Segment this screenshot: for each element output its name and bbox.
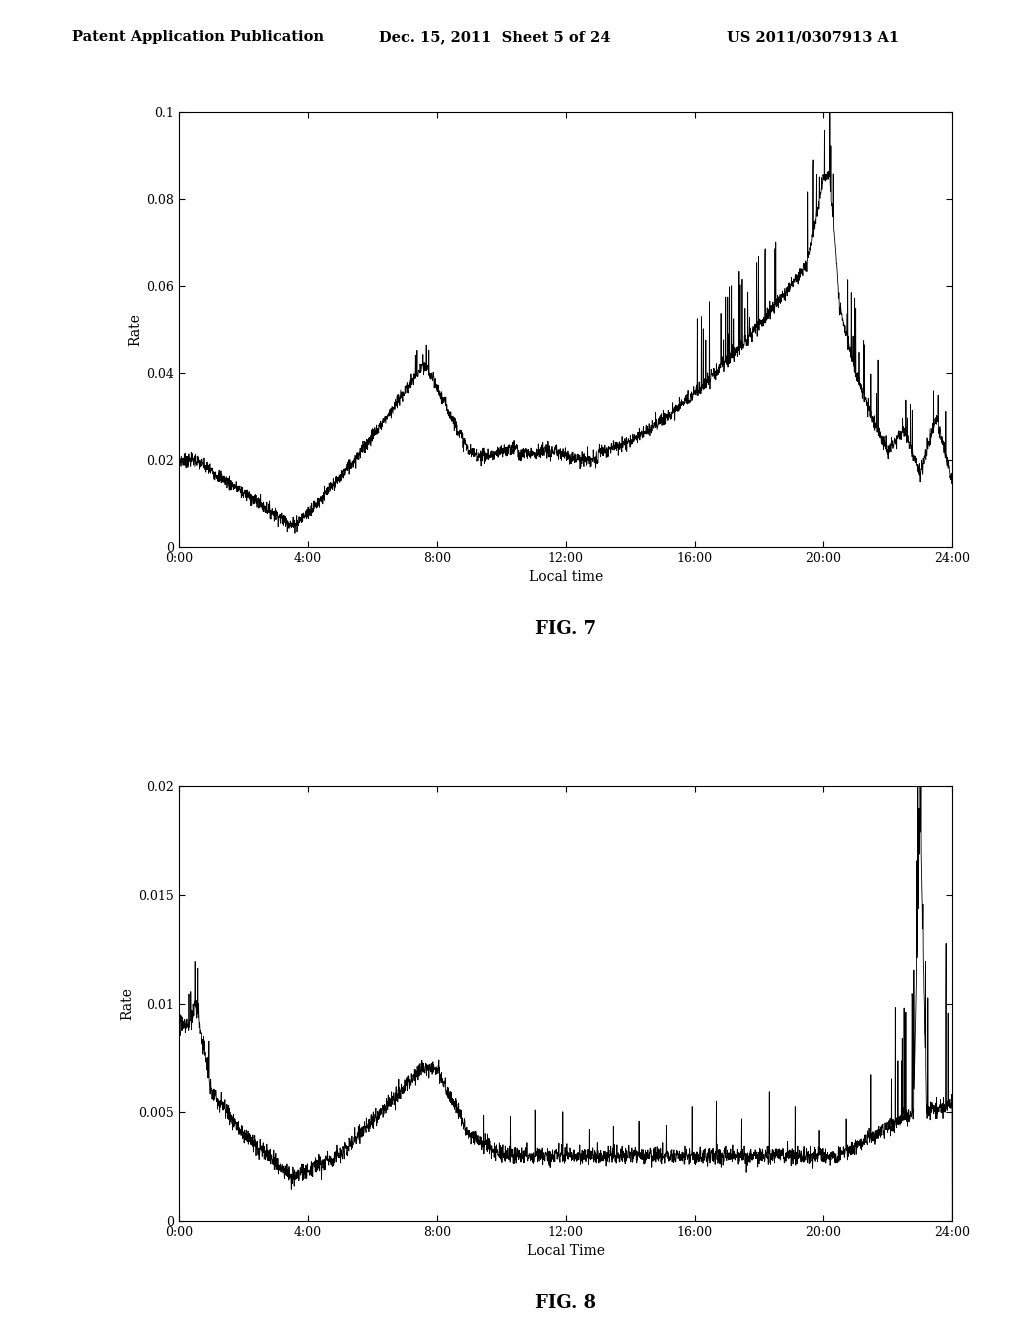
Y-axis label: Rate: Rate: [128, 313, 142, 346]
Text: Dec. 15, 2011  Sheet 5 of 24: Dec. 15, 2011 Sheet 5 of 24: [379, 30, 610, 45]
Text: FIG. 8: FIG. 8: [536, 1294, 596, 1312]
X-axis label: Local Time: Local Time: [526, 1245, 605, 1258]
Text: Patent Application Publication: Patent Application Publication: [72, 30, 324, 45]
Text: US 2011/0307913 A1: US 2011/0307913 A1: [727, 30, 899, 45]
Y-axis label: Rate: Rate: [121, 987, 134, 1020]
X-axis label: Local time: Local time: [528, 570, 603, 585]
Text: FIG. 7: FIG. 7: [536, 619, 596, 638]
